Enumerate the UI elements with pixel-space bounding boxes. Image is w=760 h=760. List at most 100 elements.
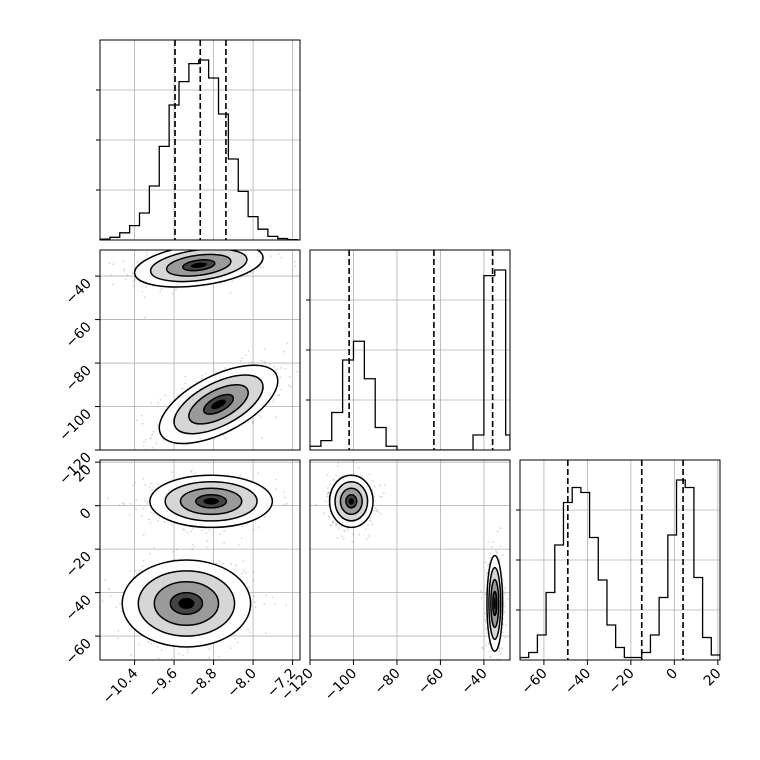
- sample-point: [279, 246, 281, 248]
- x-tick-label: 20: [701, 666, 725, 690]
- sample-point: [149, 482, 152, 485]
- sample-point: [221, 562, 224, 565]
- sample-point: [499, 670, 501, 672]
- sample-point: [332, 478, 335, 481]
- sample-point: [134, 278, 136, 281]
- sample-point: [209, 247, 211, 249]
- contour-core: [348, 498, 355, 505]
- sample-point: [260, 244, 262, 246]
- sample-point: [187, 648, 189, 651]
- sample-point: [235, 564, 237, 567]
- sample-point: [252, 570, 255, 573]
- sample-point: [252, 422, 255, 424]
- sample-point: [489, 552, 491, 555]
- sample-point: [184, 382, 187, 385]
- sample-point: [246, 523, 249, 525]
- sample-point: [485, 628, 487, 631]
- sample-point: [163, 520, 166, 523]
- sample-point: [241, 525, 243, 528]
- sample-point: [337, 527, 340, 530]
- sample-point: [118, 504, 121, 507]
- sample-point: [235, 244, 237, 246]
- sample-point: [272, 596, 274, 599]
- sample-point: [329, 524, 332, 527]
- y-tick-label: −60: [63, 636, 95, 668]
- sample-point: [191, 548, 194, 550]
- sample-point: [141, 290, 144, 293]
- x-tick-label: −40: [459, 666, 491, 698]
- sample-point: [208, 529, 211, 531]
- histogram-bar: [572, 488, 581, 661]
- sample-point: [341, 535, 344, 537]
- sample-point: [160, 648, 163, 651]
- histogram-bar: [555, 545, 564, 660]
- sample-point: [278, 253, 280, 255]
- sample-point: [142, 477, 145, 480]
- histogram-bar: [694, 578, 703, 661]
- sample-point: [484, 561, 487, 564]
- sample-point: [380, 512, 382, 515]
- sample-point: [223, 542, 226, 544]
- sample-point: [485, 632, 488, 635]
- sample-point: [337, 461, 339, 464]
- sample-point: [157, 424, 159, 427]
- x-tick-label: −40: [562, 666, 594, 698]
- sample-point: [283, 503, 286, 506]
- x-tick-label: 0: [664, 666, 682, 684]
- sample-point: [208, 648, 211, 650]
- sample-point: [374, 507, 377, 510]
- sample-point: [258, 670, 260, 672]
- sample-point: [240, 537, 243, 540]
- histogram-bar: [130, 226, 140, 240]
- sample-point: [121, 502, 124, 505]
- sample-point: [260, 359, 263, 362]
- histogram-step-line: [520, 479, 720, 660]
- contour-core: [178, 598, 195, 609]
- sample-point: [244, 354, 247, 356]
- sample-point: [212, 246, 214, 248]
- sample-point: [370, 521, 373, 523]
- sample-point: [498, 648, 501, 651]
- sample-point: [498, 647, 501, 649]
- sample-point: [239, 244, 241, 246]
- histogram-bar: [238, 191, 248, 240]
- sample-point: [215, 248, 217, 250]
- sample-point: [263, 360, 265, 363]
- sample-point: [217, 247, 219, 249]
- sample-point: [149, 438, 151, 440]
- sample-point: [344, 530, 347, 533]
- sample-point: [152, 514, 155, 516]
- contour-mode-1: [486, 554, 504, 653]
- sample-point: [503, 593, 506, 595]
- histogram-bar: [169, 105, 179, 240]
- sample-point: [171, 292, 174, 295]
- sample-point: [485, 621, 487, 624]
- sample-point: [219, 282, 222, 285]
- sample-point: [283, 496, 286, 499]
- sample-point: [132, 285, 135, 287]
- sample-point: [201, 529, 203, 532]
- sample-point: [286, 502, 288, 505]
- sample-point: [222, 247, 224, 249]
- sample-point: [123, 269, 125, 272]
- sample-point: [331, 521, 334, 524]
- histogram-bar: [659, 598, 668, 661]
- sample-point: [192, 543, 195, 546]
- sample-point: [132, 576, 135, 578]
- sample-point: [101, 600, 104, 603]
- sample-point: [141, 565, 144, 568]
- histogram-bar: [149, 186, 159, 240]
- sample-point: [480, 597, 483, 599]
- sample-point: [280, 256, 283, 259]
- sample-point: [206, 241, 208, 243]
- sample-point: [329, 483, 331, 486]
- sample-point: [501, 631, 504, 634]
- sample-point: [144, 500, 146, 502]
- sample-point: [247, 586, 250, 589]
- sample-point: [261, 436, 263, 439]
- sample-point: [311, 370, 313, 372]
- sample-point: [58, 276, 60, 278]
- sample-point: [265, 594, 268, 597]
- sample-point: [367, 524, 369, 527]
- sample-point: [268, 363, 271, 365]
